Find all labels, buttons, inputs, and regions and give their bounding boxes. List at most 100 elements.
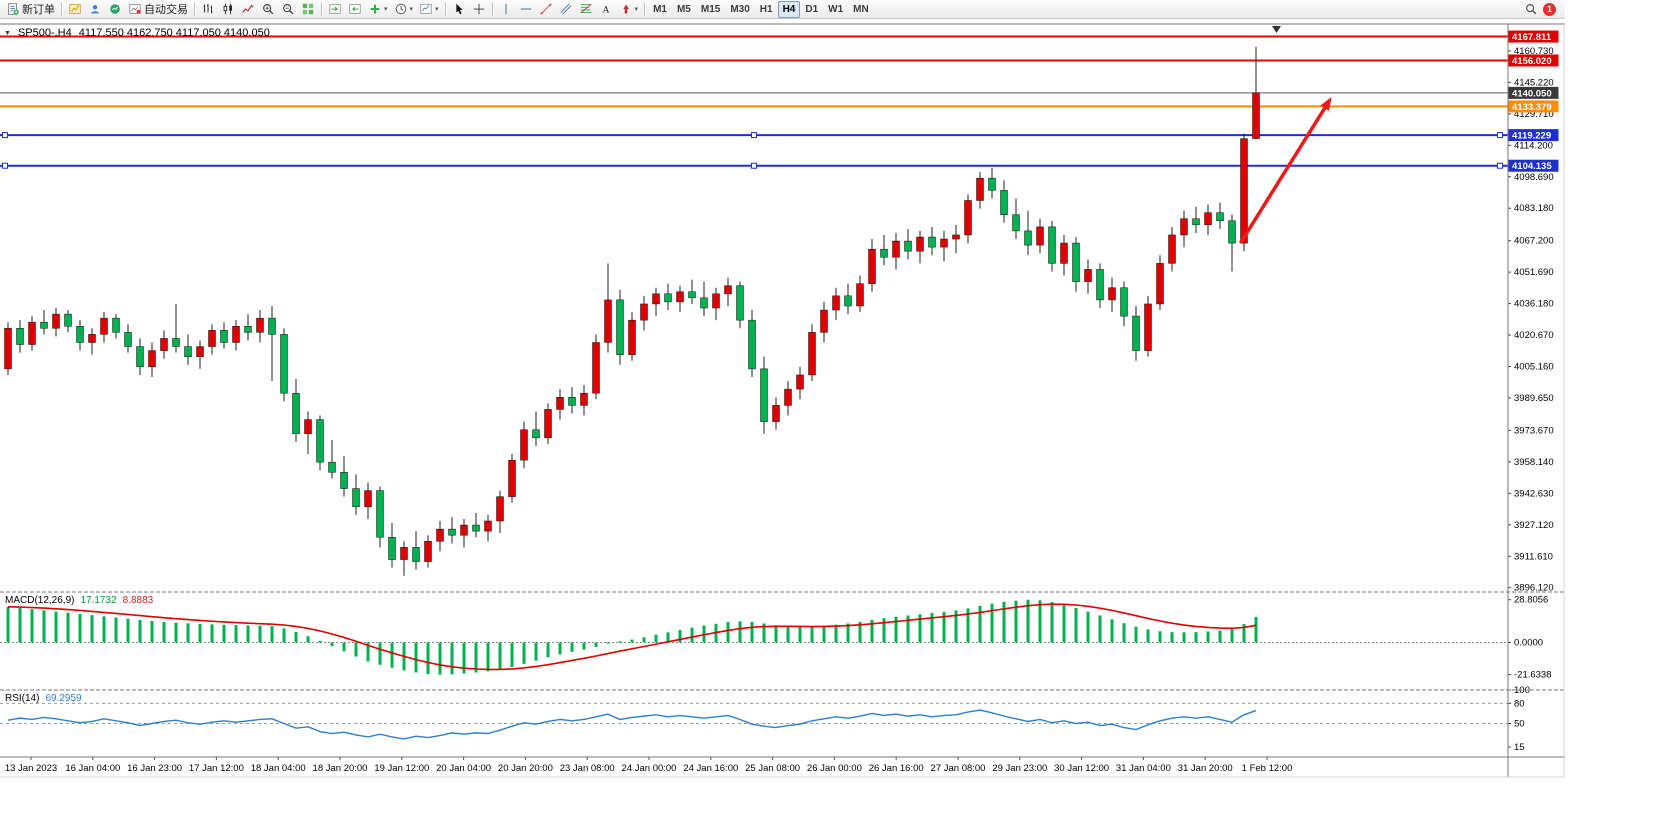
arrows-button[interactable]: ▾ [616, 0, 642, 19]
time-label: 17 Jan 12:00 [189, 763, 244, 774]
timeframe-M5[interactable]: M5 [672, 1, 696, 18]
text-button[interactable]: A [596, 0, 616, 19]
horizontal-line-button[interactable] [516, 0, 536, 19]
zoom-in-button[interactable] [258, 0, 278, 19]
macd-histogram-bar [438, 642, 442, 675]
line-handle[interactable] [1497, 132, 1503, 139]
line-chart-icon [241, 2, 255, 16]
toolbar-separator [491, 2, 493, 16]
candle-chart-button[interactable] [218, 0, 238, 19]
price-axis[interactable] [1508, 24, 1565, 777]
trend-arrow[interactable] [1238, 104, 1328, 245]
candle [1060, 242, 1068, 264]
time-axis[interactable] [0, 757, 1508, 777]
candle [472, 524, 480, 532]
bar-chart-button[interactable] [198, 0, 218, 19]
timeframe-M1[interactable]: M1 [648, 1, 672, 18]
chart-plot-area[interactable] [0, 24, 1508, 592]
timeframe-M15[interactable]: M15 [696, 1, 725, 18]
timeframe-W1[interactable]: W1 [823, 1, 848, 18]
candle [196, 346, 204, 357]
candle [1204, 212, 1212, 226]
new-order-button[interactable]: 新订单 [3, 0, 58, 19]
autotrading-button[interactable]: 自动交易 [125, 0, 191, 19]
rsi-tick-label: 15 [1514, 742, 1525, 753]
macd-histogram-bar [522, 642, 526, 664]
timeframe-H4[interactable]: H4 [777, 0, 801, 18]
candle [436, 528, 444, 542]
macd-histogram-bar [930, 613, 934, 643]
zoom-out-button[interactable] [278, 0, 298, 19]
candle [712, 293, 720, 309]
macd-histogram-bar [318, 641, 322, 643]
line-handle[interactable] [1497, 162, 1503, 169]
candle [292, 392, 300, 435]
button-label: M30 [730, 3, 750, 15]
candle [208, 330, 216, 347]
candle [1048, 226, 1056, 264]
line-handle[interactable] [751, 162, 757, 169]
indicators-button[interactable]: ▾ [365, 0, 391, 19]
toolbar-separator [194, 2, 195, 16]
candle [4, 328, 12, 370]
auto-scroll-button[interactable] [325, 0, 345, 19]
add-indicator-icon [368, 2, 382, 16]
cursor-button[interactable] [449, 0, 469, 19]
fibonacci-button[interactable] [576, 0, 596, 19]
candle [172, 338, 180, 347]
line-handle[interactable] [2, 132, 8, 139]
trend-arrow-head[interactable] [1320, 97, 1332, 111]
time-label: 18 Jan 04:00 [251, 763, 306, 774]
rsi-plot-area[interactable] [0, 690, 1508, 757]
timeframe-D1[interactable]: D1 [800, 1, 823, 18]
channel-icon [559, 2, 573, 16]
macd-histogram-bar [234, 625, 238, 643]
tile-windows-button[interactable] [298, 0, 318, 19]
button-label: H1 [759, 3, 773, 15]
candle [580, 392, 588, 406]
macd-histogram-bar [738, 621, 742, 643]
timeframe-H1[interactable]: H1 [755, 1, 778, 18]
trendline-button[interactable] [536, 0, 556, 19]
crosshair-button[interactable] [469, 0, 489, 19]
vertical-line-button[interactable] [496, 0, 516, 19]
candle [376, 490, 384, 538]
rsi-tick-label: 80 [1514, 698, 1525, 709]
price-tick-label: 3896.120 [1514, 583, 1554, 594]
channel-button[interactable] [556, 0, 576, 19]
time-label: 16 Jan 04:00 [65, 763, 120, 774]
price-badge-label: 4167.811 [1512, 32, 1552, 43]
search-button[interactable] [1521, 0, 1541, 19]
candle [1012, 214, 1020, 232]
candle [484, 520, 492, 532]
timeframe-M30[interactable]: M30 [725, 1, 754, 18]
line-chart-button[interactable] [238, 0, 258, 19]
line-handle[interactable] [751, 132, 757, 139]
candle [940, 238, 948, 248]
macd-histogram-bar [462, 642, 466, 674]
chart-expand-icon[interactable]: ▼ [4, 29, 11, 37]
candle [88, 334, 96, 343]
new-chart-button[interactable] [65, 0, 85, 19]
macd-tick-label: -21.6338 [1514, 670, 1552, 681]
timeframe-MN[interactable]: MN [848, 1, 874, 18]
line-handle[interactable] [2, 162, 8, 169]
candle [1120, 287, 1128, 317]
macd-main-value: 17.1732 [80, 595, 117, 606]
profiles-button[interactable] [85, 0, 105, 19]
candle [244, 326, 252, 333]
templates-button[interactable]: ▾ [416, 0, 442, 19]
candle [112, 317, 120, 333]
market-watch-button[interactable] [105, 0, 125, 19]
macd-histogram-bar [474, 642, 478, 673]
macd-histogram-bar [606, 642, 610, 644]
svg-text:A: A [602, 5, 609, 16]
macd-histogram-bar [1230, 628, 1234, 643]
chart-shift-button[interactable] [345, 0, 365, 19]
macd-label: MACD(12,26,9) 17.1732 8.8883 [5, 595, 153, 606]
notification-badge[interactable]: 1 [1543, 2, 1556, 16]
macd-histogram-bar [1074, 608, 1078, 643]
periods-button[interactable]: ▾ [391, 0, 417, 19]
macd-plot-area[interactable] [0, 592, 1508, 690]
